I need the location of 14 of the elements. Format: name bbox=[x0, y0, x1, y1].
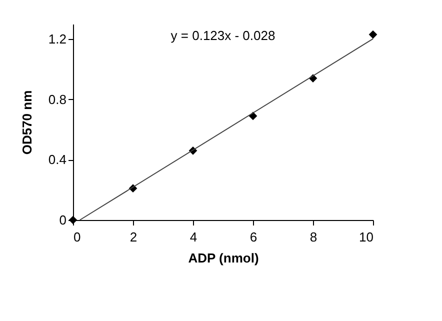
x-tick-label: 4 bbox=[190, 230, 198, 244]
x-tick-label: 0 bbox=[74, 230, 81, 244]
annotation: y = 0.123x - 0.028 bbox=[170, 28, 276, 43]
x-tick-label: 8 bbox=[310, 230, 318, 244]
point bbox=[368, 30, 378, 39]
x-tick-label: 10 bbox=[359, 230, 374, 244]
y-tick-label: 1.2 bbox=[48, 32, 66, 47]
y-tick-label: 0.8 bbox=[48, 92, 66, 107]
x-tick-label: 2 bbox=[130, 230, 138, 244]
y-tick-label: 0.4 bbox=[48, 152, 66, 168]
y-axis-title: OD570 nm bbox=[19, 90, 34, 155]
x-axis-title: ADP (nmol) bbox=[188, 250, 259, 266]
y-tick-label: 0 bbox=[59, 212, 66, 228]
x-tick-label: 6 bbox=[250, 230, 258, 244]
